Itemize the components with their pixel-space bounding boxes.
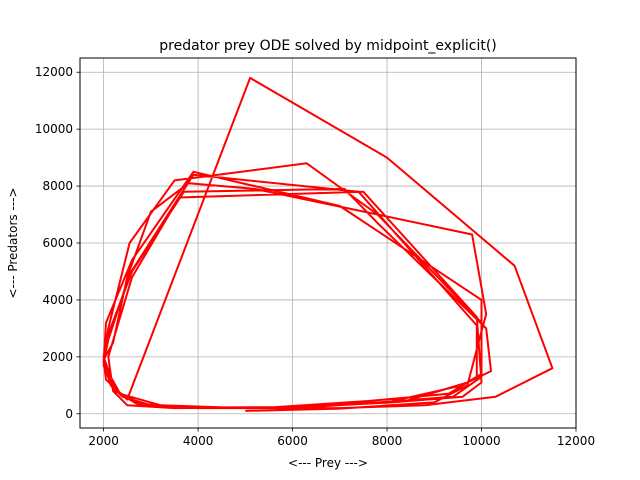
plot-area xyxy=(102,76,554,412)
y-tick-label: 8000 xyxy=(42,179,73,193)
x-tick-label: 12000 xyxy=(557,434,595,448)
y-tick-label: 2000 xyxy=(42,350,73,364)
y-tick-label: 12000 xyxy=(35,65,73,79)
x-tick-label: 8000 xyxy=(372,434,403,448)
x-tick-label: 10000 xyxy=(462,434,500,448)
series-line xyxy=(102,76,554,412)
x-axis-label: <--- Prey ---> xyxy=(288,456,368,470)
axis-ticks: 2000 4000 6000 8000 10000 12000 0 2000 4000 6000 8… xyxy=(35,65,595,448)
y-tick-label: 6000 xyxy=(42,236,73,250)
y-tick-label: 0 xyxy=(65,407,73,421)
y-axis-label: <--- Predators ---> xyxy=(6,188,20,299)
chart-title: predator prey ODE solved by midpoint_exp… xyxy=(159,38,497,54)
x-tick-label: 4000 xyxy=(183,434,214,448)
grid-lines xyxy=(80,58,577,428)
y-tick-label: 4000 xyxy=(42,293,73,307)
x-tick-label: 2000 xyxy=(88,434,119,448)
y-tick-label: 10000 xyxy=(35,122,73,136)
x-tick-label: 6000 xyxy=(277,434,308,448)
